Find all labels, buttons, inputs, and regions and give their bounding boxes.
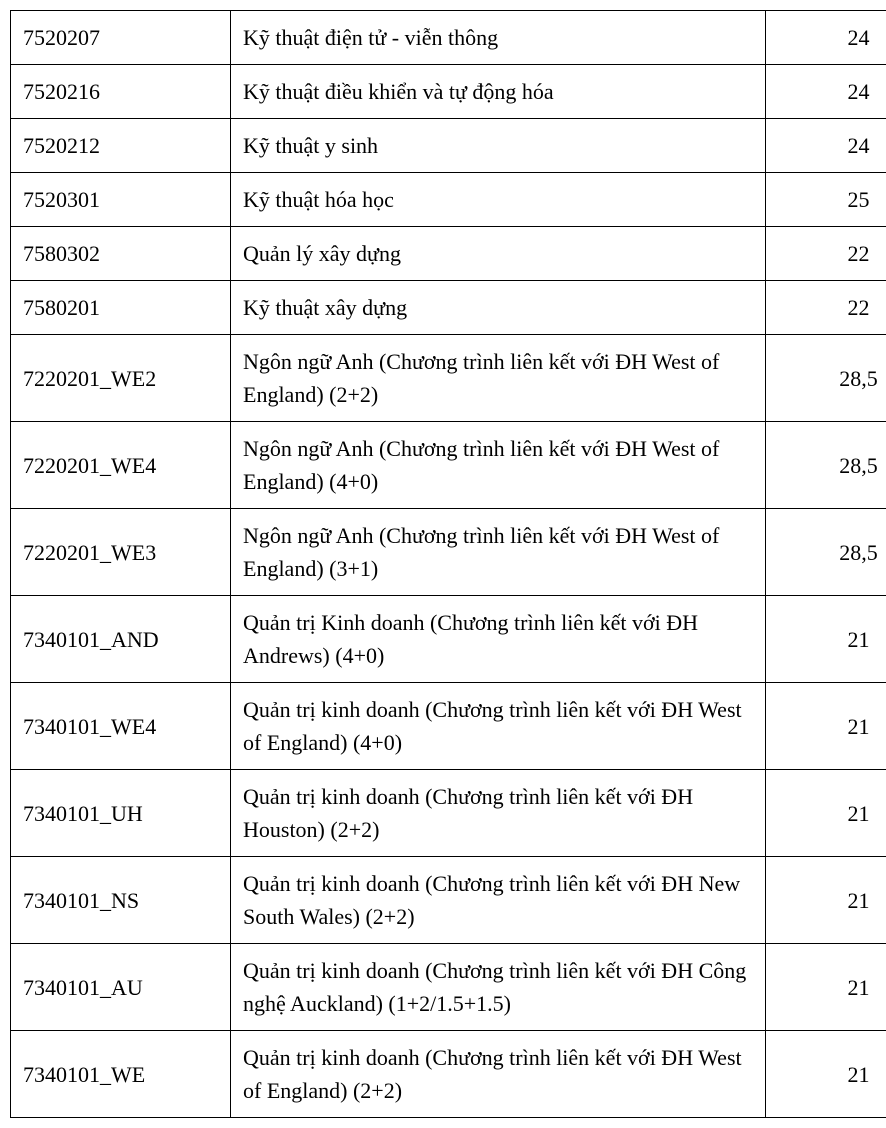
table-row: 7340101_WE4 Quản trị kinh doanh (Chương … xyxy=(11,683,886,770)
table-row: 7580302 Quản lý xây dựng 22 xyxy=(11,227,886,281)
cell-name: Quản trị kinh doanh (Chương trình liên k… xyxy=(231,683,766,770)
cell-score: 21 xyxy=(766,596,886,683)
table-row: 7520301 Kỹ thuật hóa học 25 xyxy=(11,173,886,227)
table-row: 7340101_UH Quản trị kinh doanh (Chương t… xyxy=(11,770,886,857)
cell-name: Quản trị kinh doanh (Chương trình liên k… xyxy=(231,770,766,857)
table-row: 7220201_WE2 Ngôn ngữ Anh (Chương trình l… xyxy=(11,335,886,422)
table-row: 7520212 Kỹ thuật y sinh 24 xyxy=(11,119,886,173)
cell-name: Quản trị Kinh doanh (Chương trình liên k… xyxy=(231,596,766,683)
cell-code: 7340101_AU xyxy=(11,944,231,1031)
cell-name: Quản trị kinh doanh (Chương trình liên k… xyxy=(231,857,766,944)
cell-code: 7340101_AND xyxy=(11,596,231,683)
cell-score: 22 xyxy=(766,281,886,335)
table-row: 7520207 Kỹ thuật điện tử - viễn thông 24 xyxy=(11,11,886,65)
cell-code: 7220201_WE3 xyxy=(11,509,231,596)
cell-score: 24 xyxy=(766,65,886,119)
cell-code: 7340101_WE4 xyxy=(11,683,231,770)
cell-code: 7580302 xyxy=(11,227,231,281)
cell-score: 28,5 xyxy=(766,422,886,509)
cell-name: Kỹ thuật điện tử - viễn thông xyxy=(231,11,766,65)
cell-score: 28,5 xyxy=(766,509,886,596)
admission-scores-table: 7520207 Kỹ thuật điện tử - viễn thông 24… xyxy=(10,10,886,1118)
cell-score: 28,5 xyxy=(766,335,886,422)
table-body: 7520207 Kỹ thuật điện tử - viễn thông 24… xyxy=(11,11,886,1118)
cell-score: 24 xyxy=(766,119,886,173)
table-row: 7340101_WE Quản trị kinh doanh (Chương t… xyxy=(11,1031,886,1118)
cell-score: 22 xyxy=(766,227,886,281)
cell-name: Kỹ thuật xây dựng xyxy=(231,281,766,335)
table-row: 7340101_AU Quản trị kinh doanh (Chương t… xyxy=(11,944,886,1031)
cell-code: 7580201 xyxy=(11,281,231,335)
cell-name: Kỹ thuật điều khiển và tự động hóa xyxy=(231,65,766,119)
table-row: 7220201_WE3 Ngôn ngữ Anh (Chương trình l… xyxy=(11,509,886,596)
table-row: 7580201 Kỹ thuật xây dựng 22 xyxy=(11,281,886,335)
cell-name: Quản trị kinh doanh (Chương trình liên k… xyxy=(231,1031,766,1118)
cell-score: 25 xyxy=(766,173,886,227)
cell-code: 7340101_NS xyxy=(11,857,231,944)
cell-code: 7220201_WE4 xyxy=(11,422,231,509)
cell-name: Kỹ thuật hóa học xyxy=(231,173,766,227)
cell-score: 21 xyxy=(766,683,886,770)
table-row: 7220201_WE4 Ngôn ngữ Anh (Chương trình l… xyxy=(11,422,886,509)
cell-name: Ngôn ngữ Anh (Chương trình liên kết với … xyxy=(231,335,766,422)
cell-score: 24 xyxy=(766,11,886,65)
cell-code: 7520212 xyxy=(11,119,231,173)
cell-name: Ngôn ngữ Anh (Chương trình liên kết với … xyxy=(231,509,766,596)
cell-code: 7220201_WE2 xyxy=(11,335,231,422)
cell-name: Quản trị kinh doanh (Chương trình liên k… xyxy=(231,944,766,1031)
cell-score: 21 xyxy=(766,1031,886,1118)
cell-name: Kỹ thuật y sinh xyxy=(231,119,766,173)
cell-name: Ngôn ngữ Anh (Chương trình liên kết với … xyxy=(231,422,766,509)
table-row: 7520216 Kỹ thuật điều khiển và tự động h… xyxy=(11,65,886,119)
cell-score: 21 xyxy=(766,944,886,1031)
cell-code: 7520207 xyxy=(11,11,231,65)
table-row: 7340101_NS Quản trị kinh doanh (Chương t… xyxy=(11,857,886,944)
cell-code: 7520301 xyxy=(11,173,231,227)
cell-name: Quản lý xây dựng xyxy=(231,227,766,281)
cell-code: 7340101_UH xyxy=(11,770,231,857)
cell-code: 7520216 xyxy=(11,65,231,119)
cell-code: 7340101_WE xyxy=(11,1031,231,1118)
table-row: 7340101_AND Quản trị Kinh doanh (Chương … xyxy=(11,596,886,683)
cell-score: 21 xyxy=(766,770,886,857)
cell-score: 21 xyxy=(766,857,886,944)
